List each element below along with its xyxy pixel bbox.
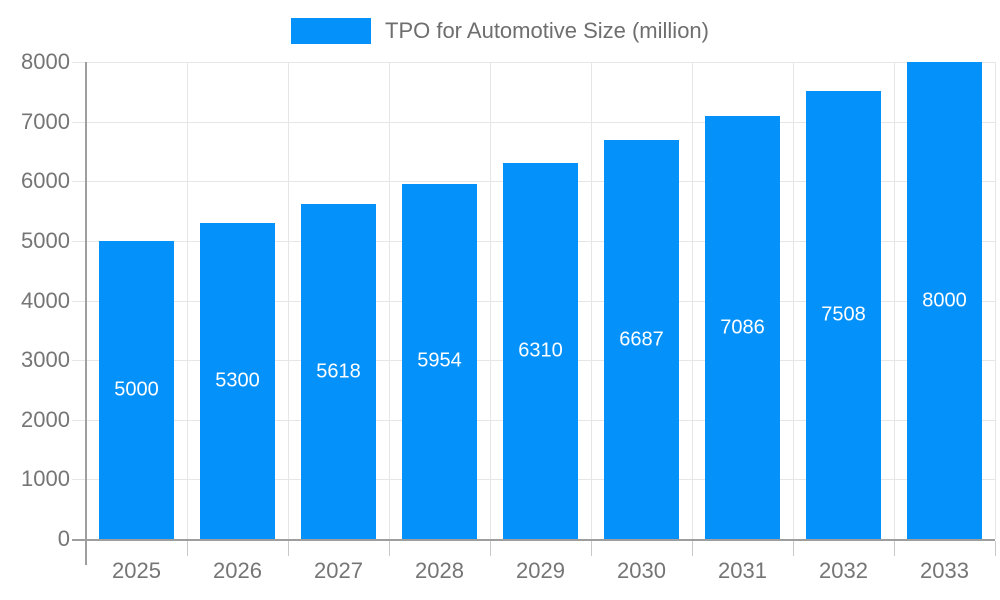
bar-2033[interactable] [907, 62, 982, 539]
x-axis-tick [591, 541, 592, 556]
x-axis-tick-label: 2030 [617, 558, 666, 583]
gridline-vertical [288, 62, 289, 539]
bar-2031[interactable] [705, 116, 780, 539]
gridline-vertical [389, 62, 390, 539]
gridline-vertical [187, 62, 188, 539]
gridline-horizontal [86, 121, 995, 123]
y-axis-tick-label: 3000 [21, 347, 70, 373]
x-axis-tick-label: 2027 [314, 558, 363, 583]
x-axis-tick-label: 2029 [516, 558, 565, 583]
bar-value-label: 5954 [417, 349, 462, 372]
bar-value-label: 6310 [518, 339, 563, 362]
bar-value-label: 5618 [316, 360, 361, 382]
x-axis-tick [894, 541, 895, 556]
bar-value-label: 5300 [215, 369, 260, 392]
x-axis-tick [692, 541, 693, 556]
bar-value-label: 5000 [114, 378, 159, 401]
gridline-vertical [692, 62, 693, 539]
y-axis-tick-label: 6000 [21, 168, 70, 194]
y-axis-tick-label: 7000 [21, 108, 70, 134]
bar-value-label: 8000 [922, 289, 967, 311]
gridline-vertical [793, 62, 794, 539]
gridline-vertical [995, 62, 996, 539]
x-axis-tick [288, 541, 289, 556]
bar-2025[interactable] [99, 240, 174, 539]
legend-swatch-icon [291, 18, 371, 44]
y-axis-tick-label: 2000 [21, 406, 70, 432]
bar-2028[interactable] [402, 183, 477, 539]
x-axis-tick [389, 541, 390, 556]
y-axis-tick-label: 8000 [21, 49, 70, 74]
gridline-vertical [490, 62, 491, 539]
y-axis-tick-label: 1000 [21, 466, 70, 492]
y-axis-tick-label: 5000 [21, 227, 70, 253]
bar-2030[interactable] [604, 140, 679, 539]
bar-2026[interactable] [200, 222, 275, 539]
x-axis-tick-label: 2031 [718, 558, 767, 583]
x-axis-tick-label: 2026 [213, 558, 262, 583]
legend-label: TPO for Automotive Size (million) [385, 18, 709, 43]
bar-2029[interactable] [503, 162, 578, 539]
legend[interactable]: TPO for Automotive Size (million) [0, 18, 1000, 44]
x-axis-tick [793, 541, 794, 556]
y-axis-tick [72, 300, 86, 302]
y-axis-tick [72, 479, 86, 481]
bar-2032[interactable] [806, 91, 881, 539]
y-axis-line [85, 62, 87, 565]
bar-value-label: 6687 [619, 328, 664, 351]
x-axis-tick-label: 2033 [920, 558, 969, 583]
y-axis-tick [72, 419, 86, 421]
x-axis-tick-label: 2025 [112, 558, 161, 583]
y-axis-tick [72, 62, 86, 63]
gridline-vertical [894, 62, 895, 539]
x-axis-tick-label: 2028 [415, 558, 464, 583]
y-axis-tick [72, 121, 86, 123]
y-axis-tick [72, 360, 86, 362]
gridline-vertical [591, 62, 592, 539]
bar-2027[interactable] [301, 204, 376, 539]
x-axis-tick [490, 541, 491, 556]
x-axis-line [72, 539, 995, 541]
x-axis-tick [995, 541, 996, 556]
x-axis-tick [187, 541, 188, 556]
bar-value-label: 7086 [720, 316, 765, 339]
x-axis-tick-label: 2032 [819, 558, 868, 583]
y-axis-tick [72, 181, 86, 183]
y-axis-tick-label: 4000 [21, 287, 70, 313]
bar-value-label: 7508 [821, 303, 866, 326]
gridline-horizontal [86, 62, 995, 63]
y-axis-tick [72, 240, 86, 242]
y-axis-tick-label: 0 [57, 526, 70, 551]
